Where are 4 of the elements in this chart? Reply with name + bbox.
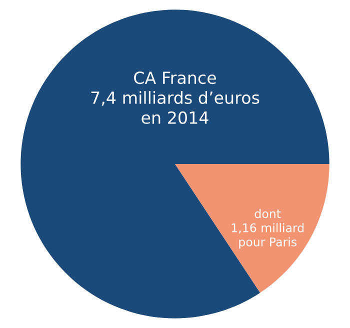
- pie-slice: [20, 10, 330, 318]
- slice-label: dont 1,16 milliard pour Paris: [232, 209, 304, 249]
- slice-label: CA France 7,4 milliards d’euros en 2014: [91, 71, 260, 124]
- pie-slice: [175, 164, 330, 293]
